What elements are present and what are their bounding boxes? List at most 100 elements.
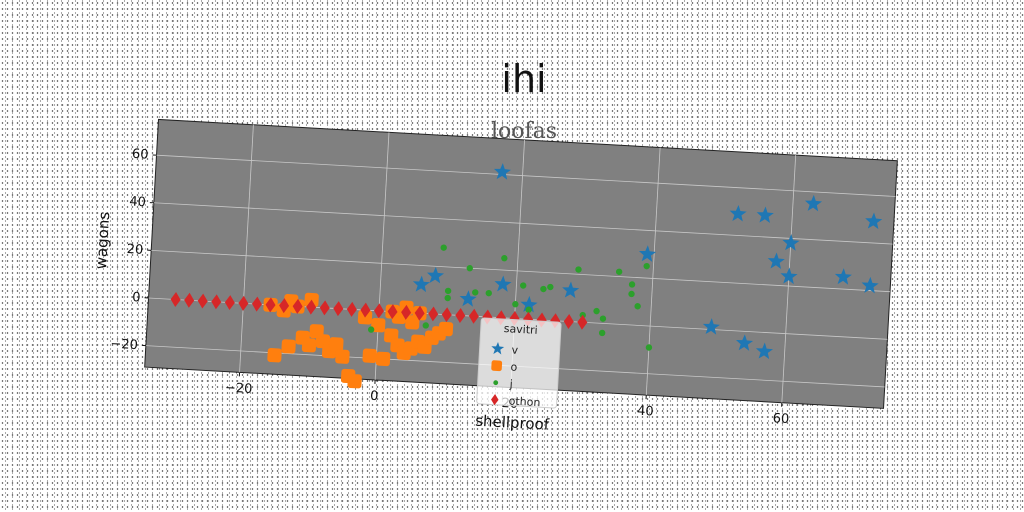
data-point-othon — [292, 298, 303, 314]
x-gridline — [374, 132, 390, 380]
data-point-othon — [279, 298, 290, 314]
data-point-o — [309, 324, 324, 339]
data-point-othon — [441, 307, 452, 323]
series-layer — [170, 163, 883, 389]
y-tick-label: 0 — [132, 290, 141, 305]
data-point-v — [426, 266, 445, 284]
data-point-j — [615, 268, 623, 275]
data-point-o — [329, 337, 344, 352]
legend-label-o: o — [510, 361, 518, 374]
data-point-v — [493, 163, 512, 180]
data-point-j — [512, 301, 519, 308]
legend-box — [476, 317, 562, 409]
x-tick-label: −20 — [225, 381, 253, 398]
data-point-othon — [197, 293, 208, 309]
y-tick-label: 60 — [132, 147, 149, 163]
series-othon — [170, 292, 588, 330]
data-point-v — [782, 234, 800, 251]
legend-items: voj othon — [491, 342, 541, 409]
data-point-o — [375, 351, 391, 367]
data-point-o — [370, 317, 386, 333]
data-point-o — [335, 349, 350, 364]
data-point-j — [444, 294, 451, 302]
data-point-othon — [319, 300, 330, 316]
data-point-othon — [238, 295, 249, 311]
legend-item-o: o — [491, 360, 518, 374]
data-point-j — [593, 307, 600, 315]
data-point-j — [575, 266, 582, 273]
data-point-othon — [428, 306, 439, 322]
legend-label-v: v — [511, 344, 519, 357]
legend-title: savitri — [503, 322, 538, 337]
data-point-j — [367, 326, 375, 333]
data-point-othon — [346, 301, 357, 317]
data-point-v — [767, 252, 785, 270]
chart-title: ihi — [501, 57, 546, 101]
data-point-j — [525, 306, 532, 313]
legend-item-j: j — [493, 377, 513, 391]
y-gridline — [153, 202, 893, 245]
legend-item-v: v — [491, 342, 519, 357]
data-point-othon — [184, 292, 195, 308]
data-point-v — [804, 194, 823, 212]
data-point-j — [501, 255, 508, 262]
y-axis-label: wagons — [92, 211, 113, 270]
data-point-j — [628, 290, 635, 298]
data-point-j — [634, 303, 641, 310]
x-tick-label: 60 — [772, 411, 789, 427]
data-point-othon — [414, 305, 425, 321]
legend-marker-othon — [491, 394, 499, 406]
data-point-j — [422, 322, 429, 329]
data-point-othon — [211, 294, 222, 310]
data-point-o — [362, 348, 377, 363]
legend-marker-j — [493, 380, 499, 386]
data-point-j — [540, 285, 547, 293]
data-point-j — [519, 282, 527, 289]
data-point-v — [755, 342, 774, 360]
legend-marker-o — [491, 360, 503, 372]
data-point-o — [267, 348, 282, 363]
data-point-othon — [401, 304, 412, 320]
x-gridline — [239, 124, 254, 373]
data-point-o — [281, 339, 296, 354]
data-point-j — [472, 289, 479, 296]
data-point-j — [645, 344, 653, 351]
data-point-othon — [455, 307, 466, 323]
x-axis-label: shellproof — [475, 412, 550, 434]
x-gridline — [645, 147, 661, 396]
data-point-v — [412, 275, 430, 293]
data-point-othon — [306, 299, 317, 315]
series-v — [412, 163, 883, 360]
data-point-v — [494, 275, 512, 292]
data-point-j — [466, 265, 473, 272]
data-point-othon — [170, 292, 181, 308]
data-point-v — [729, 204, 747, 222]
data-point-j — [547, 283, 554, 291]
y-tick-label: 40 — [129, 194, 146, 210]
y-tick-label: −20 — [110, 337, 138, 354]
data-point-othon — [224, 295, 235, 311]
data-point-v — [735, 334, 754, 351]
data-point-o — [301, 337, 317, 353]
data-point-othon — [265, 297, 276, 313]
data-point-v — [520, 295, 538, 313]
data-point-v — [834, 268, 852, 285]
data-point-j — [440, 244, 447, 251]
data-point-j — [444, 287, 452, 295]
data-point-othon — [360, 302, 371, 318]
data-point-othon — [251, 296, 262, 312]
data-point-j — [643, 262, 650, 270]
data-point-v — [702, 318, 720, 335]
x-tick-label: 0 — [370, 389, 379, 404]
legend-marker-v — [491, 342, 505, 355]
x-tick-label: 40 — [637, 404, 654, 420]
y-tick-label: 20 — [126, 242, 143, 258]
data-point-v — [865, 212, 883, 230]
data-point-othon — [563, 314, 574, 330]
legend-label-j: j — [508, 377, 513, 390]
legend-label-othon: othon — [508, 394, 540, 409]
data-point-othon — [373, 303, 384, 319]
data-point-v — [638, 245, 657, 262]
data-point-v — [756, 206, 774, 224]
data-point-v — [861, 276, 879, 294]
